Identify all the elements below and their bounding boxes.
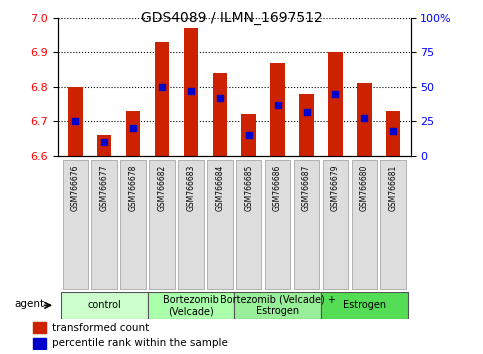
Point <box>389 128 397 134</box>
Text: GSM766677: GSM766677 <box>99 164 109 211</box>
Bar <box>33 338 46 349</box>
FancyBboxPatch shape <box>323 160 348 289</box>
Text: GSM766678: GSM766678 <box>128 164 138 211</box>
Text: control: control <box>87 300 121 310</box>
FancyBboxPatch shape <box>381 160 406 289</box>
FancyBboxPatch shape <box>321 292 408 319</box>
Text: percentile rank within the sample: percentile rank within the sample <box>53 338 228 348</box>
Point <box>331 91 339 97</box>
FancyBboxPatch shape <box>265 160 290 289</box>
Point <box>100 139 108 145</box>
Bar <box>299 94 314 156</box>
FancyBboxPatch shape <box>236 160 261 289</box>
Text: GSM766684: GSM766684 <box>215 164 224 211</box>
Bar <box>213 73 227 156</box>
Point <box>303 109 311 114</box>
Bar <box>386 111 400 156</box>
Point <box>158 84 166 90</box>
Bar <box>68 87 83 156</box>
FancyBboxPatch shape <box>178 160 204 289</box>
Text: Bortezomib
(Velcade): Bortezomib (Velcade) <box>163 295 219 316</box>
Text: transformed count: transformed count <box>53 322 150 332</box>
FancyBboxPatch shape <box>61 292 147 319</box>
FancyBboxPatch shape <box>91 160 117 289</box>
Bar <box>126 111 141 156</box>
Point <box>129 125 137 131</box>
FancyBboxPatch shape <box>120 160 146 289</box>
Text: GSM766681: GSM766681 <box>389 164 398 211</box>
Point <box>360 116 368 121</box>
Point <box>71 119 79 124</box>
Bar <box>97 135 112 156</box>
Text: GSM766676: GSM766676 <box>71 164 80 211</box>
FancyBboxPatch shape <box>63 160 88 289</box>
Text: GSM766685: GSM766685 <box>244 164 253 211</box>
Text: GSM766682: GSM766682 <box>157 164 167 211</box>
Bar <box>155 42 169 156</box>
FancyBboxPatch shape <box>207 160 232 289</box>
Text: GSM766686: GSM766686 <box>273 164 282 211</box>
FancyBboxPatch shape <box>149 160 175 289</box>
Bar <box>270 63 285 156</box>
Text: agent: agent <box>14 299 44 309</box>
Text: GSM766687: GSM766687 <box>302 164 311 211</box>
Point <box>187 88 195 94</box>
Point <box>245 132 253 138</box>
Text: GSM766679: GSM766679 <box>331 164 340 211</box>
Bar <box>184 28 198 156</box>
Bar <box>357 83 371 156</box>
Point <box>274 102 282 108</box>
Point <box>216 95 224 101</box>
Text: GSM766683: GSM766683 <box>186 164 196 211</box>
FancyBboxPatch shape <box>234 292 321 319</box>
FancyBboxPatch shape <box>352 160 377 289</box>
Text: Estrogen: Estrogen <box>343 300 386 310</box>
Bar <box>242 114 256 156</box>
FancyBboxPatch shape <box>147 292 234 319</box>
Text: GDS4089 / ILMN_1697512: GDS4089 / ILMN_1697512 <box>141 11 323 25</box>
Bar <box>328 52 342 156</box>
Bar <box>33 322 46 333</box>
Text: GSM766680: GSM766680 <box>360 164 369 211</box>
FancyBboxPatch shape <box>294 160 319 289</box>
Text: Bortezomib (Velcade) +
Estrogen: Bortezomib (Velcade) + Estrogen <box>220 295 336 316</box>
